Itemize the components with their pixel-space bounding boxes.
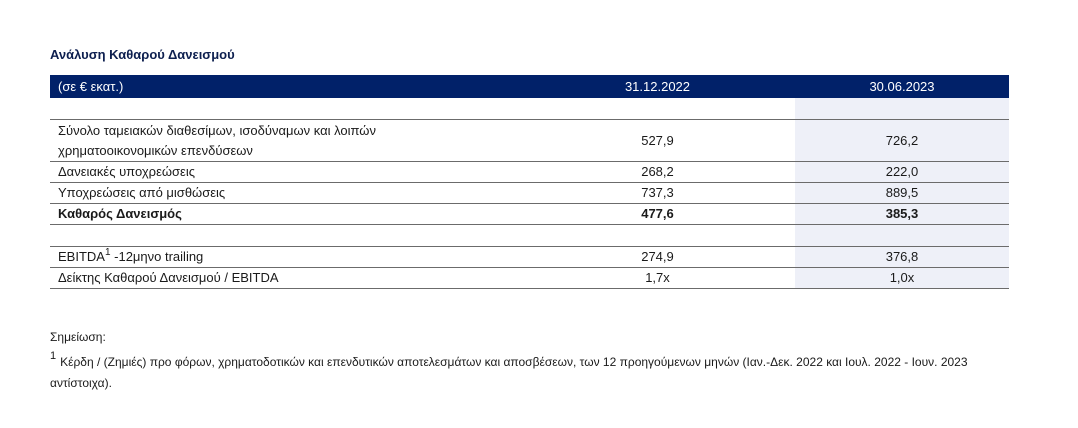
row-label: Υποχρεώσεις από μισθώσεις	[50, 182, 520, 204]
header-col-2022: 31.12.2022	[520, 75, 795, 98]
row-value-2022: 274,9	[520, 246, 795, 268]
row-label-line2: χρηματοοικονομικών επενδύσεων	[58, 143, 253, 158]
footnote-mark: 1	[50, 350, 57, 362]
table-row: Σύνολο ταμειακών διαθεσίμων, ισοδύναμων …	[50, 119, 1009, 162]
row-value-2023: 889,5	[795, 182, 1009, 204]
table-header-row: (σε € εκατ.) 31.12.2022 30.06.2023	[50, 75, 1009, 98]
table-row: Δανειακές υποχρεώσεις 268,2 222,0	[50, 161, 1009, 183]
row-value-2023: 726,2	[795, 119, 1009, 162]
row-label: Δανειακές υποχρεώσεις	[50, 161, 520, 183]
row-value-2023: 385,3	[795, 203, 1009, 225]
spacer-row	[50, 224, 1009, 247]
header-col-2023: 30.06.2023	[795, 75, 1009, 98]
note-heading: Σημείωση:	[50, 330, 106, 344]
row-label: Σύνολο ταμειακών διαθεσίμων, ισοδύναμων …	[50, 119, 520, 162]
row-value-2023: 1,0x	[795, 267, 1009, 289]
table-row: Υποχρεώσεις από μισθώσεις 737,3 889,5	[50, 182, 1009, 204]
footnote: 1 Κέρδη / (Ζημιές) προ φόρων, χρηματοδοτι…	[50, 350, 1018, 394]
row-value-2022: 477,6	[520, 203, 795, 225]
row-label-suffix: -12μηνο trailing	[110, 249, 204, 264]
header-unit-label: (σε € εκατ.)	[50, 75, 520, 98]
row-value-2023: 376,8	[795, 246, 1009, 268]
spacer-row	[50, 98, 1009, 120]
table-row: Δείκτης Καθαρού Δανεισμού / EBITDA 1,7x …	[50, 267, 1009, 289]
row-label: Καθαρός Δανεισμός	[50, 203, 520, 225]
row-value-2022: 527,9	[520, 119, 795, 162]
row-label-prefix: EBITDA	[58, 249, 105, 264]
row-value-2022: 737,3	[520, 182, 795, 204]
row-value-2022: 1,7x	[520, 267, 795, 289]
section-title: Ανάλυση Καθαρού Δανεισμού	[50, 47, 235, 62]
footnote-text: Κέρδη / (Ζημιές) προ φόρων, χρηματοδοτικ…	[50, 355, 968, 390]
table-row-total: Καθαρός Δανεισμός 477,6 385,3	[50, 203, 1009, 225]
row-value-2022: 268,2	[520, 161, 795, 183]
footnote-ref: 1	[104, 246, 111, 258]
row-label-line1: Σύνολο ταμειακών διαθεσίμων, ισοδύναμων …	[58, 123, 376, 138]
row-label: Δείκτης Καθαρού Δανεισμού / EBITDA	[50, 267, 520, 289]
row-value-2023: 222,0	[795, 161, 1009, 183]
table-row: EBITDA1 -12μηνο trailing 274,9 376,8	[50, 246, 1009, 268]
row-label: EBITDA1 -12μηνο trailing	[50, 246, 520, 268]
net-debt-table: (σε € εκατ.) 31.12.2022 30.06.2023 Σύνολ…	[50, 75, 1009, 289]
